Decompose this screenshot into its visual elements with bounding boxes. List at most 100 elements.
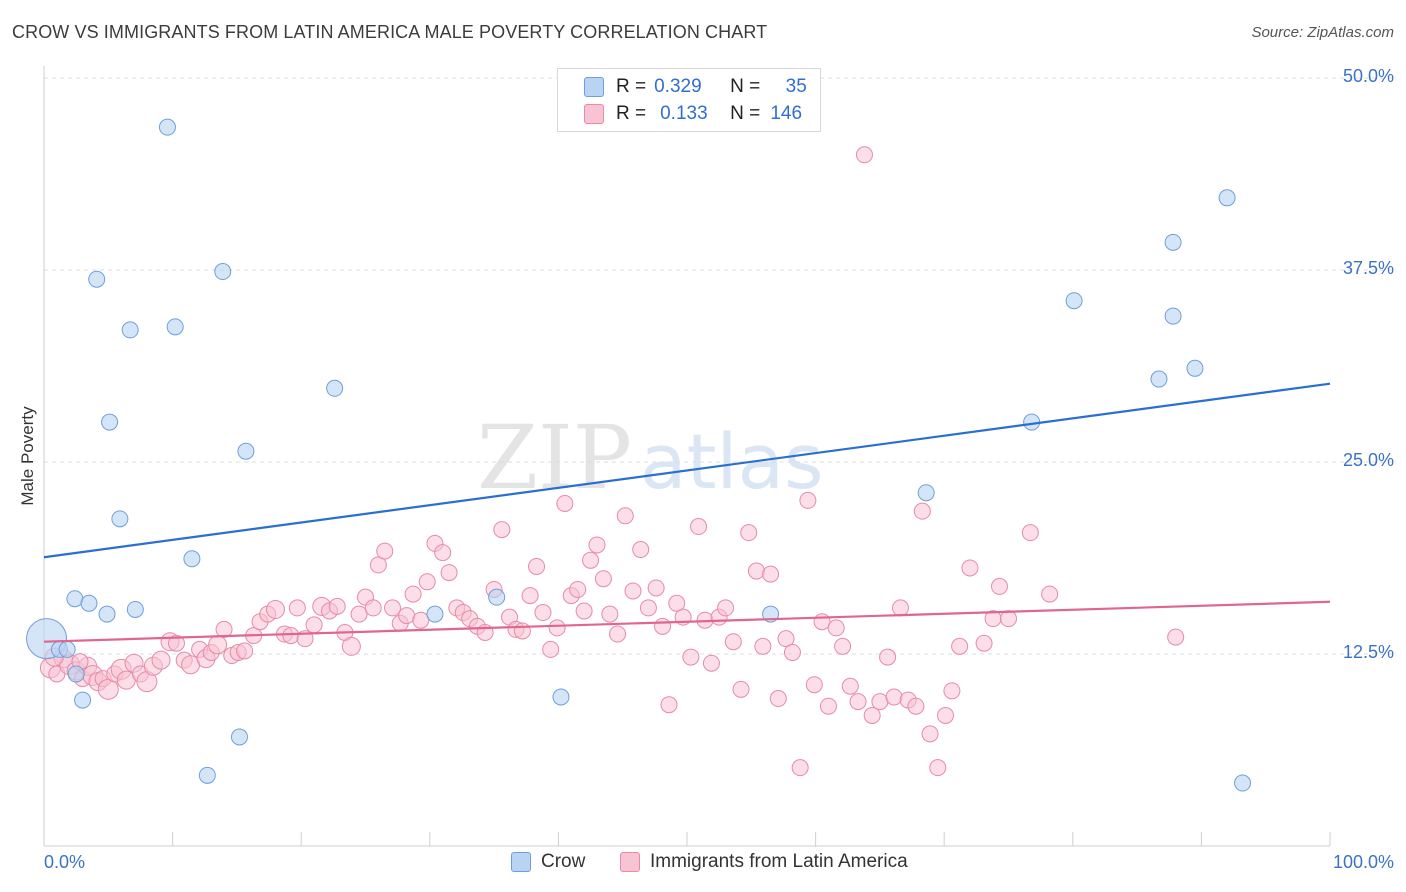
- y-tick-label: 12.5%: [1342, 642, 1394, 662]
- latin-america-point: [1041, 585, 1059, 603]
- stats-row-latin: R = 0.133 N = 146: [558, 101, 806, 127]
- latin-america-point: [702, 654, 720, 672]
- latin-america-point: [151, 650, 171, 670]
- latin-america-point: [398, 607, 416, 625]
- legend-item-crow[interactable]: Crow: [511, 851, 585, 873]
- crow-point: [101, 413, 119, 431]
- latin-america-point: [929, 759, 947, 777]
- latin-america-point: [616, 507, 634, 525]
- latin-america-point: [879, 648, 897, 666]
- latin-america-point: [624, 582, 642, 600]
- latin-america-point: [556, 494, 574, 512]
- latin-america-point: [1000, 610, 1017, 628]
- latin-america-point: [588, 536, 606, 554]
- latin-america-point: [791, 759, 809, 777]
- crow-point: [326, 379, 344, 397]
- latin-america-point: [513, 622, 531, 640]
- stats-legend: R = 0.329 N = 35 R = 0.133 N = 146: [557, 68, 821, 132]
- crow-point: [1186, 359, 1204, 377]
- y-tick-label: 25.0%: [1342, 450, 1394, 470]
- latin-america-point: [521, 587, 539, 605]
- crow-point: [1164, 233, 1182, 251]
- chart-source: Source: ZipAtlas.com: [1251, 24, 1394, 41]
- latin-america-point: [885, 688, 903, 706]
- latin-america-point: [913, 502, 931, 520]
- latin-america-point: [907, 697, 925, 715]
- crow-point: [1023, 413, 1041, 431]
- y-tick-label: 37.5%: [1342, 258, 1394, 278]
- latin-america-point: [951, 637, 969, 655]
- n-label: N =: [730, 103, 761, 124]
- latin-america-point: [265, 599, 285, 619]
- latin-america-point: [732, 680, 750, 698]
- latin-america-point: [841, 677, 859, 695]
- crow-point: [166, 318, 184, 336]
- latin-america-point: [384, 599, 402, 617]
- latin-america-point: [236, 642, 254, 660]
- stats-row-crow: R = 0.329 N = 35: [558, 74, 816, 100]
- crow-point: [74, 691, 92, 709]
- crow-point: [237, 442, 255, 460]
- n-label: N =: [730, 76, 761, 97]
- series-latin-america-points: [39, 146, 1185, 777]
- crow-point: [214, 263, 232, 281]
- latin-america-point: [601, 605, 619, 623]
- latin-america-point: [364, 599, 382, 617]
- latin-america-point: [412, 611, 430, 629]
- x-tick-label-max: 100.0%: [1332, 852, 1394, 872]
- crow-point: [121, 321, 139, 339]
- latin-america-point: [639, 599, 657, 617]
- latin-america-point: [647, 579, 665, 597]
- latin-america-point: [943, 682, 961, 700]
- crow-point: [111, 510, 129, 528]
- latin-america-point: [805, 676, 823, 694]
- latin-america-point: [493, 521, 511, 539]
- latin-america-point: [819, 697, 837, 715]
- bottom-legend: Crow Immigrants from Latin America: [0, 851, 1406, 879]
- latin-america-point: [167, 634, 185, 652]
- latin-america-point: [921, 725, 939, 743]
- legend-label-crow: Crow: [541, 851, 586, 872]
- latin-america-point: [654, 617, 672, 635]
- latin-america-point: [936, 706, 954, 724]
- latin-america-point: [740, 524, 758, 542]
- n-value: 35: [785, 76, 807, 97]
- crow-point: [158, 118, 176, 136]
- crow-point: [1218, 189, 1236, 207]
- crow-point: [1164, 307, 1182, 325]
- latin-america-point: [376, 542, 394, 560]
- crow-point: [126, 600, 144, 618]
- latin-america-point: [341, 636, 361, 656]
- legend-item-latin[interactable]: Immigrants from Latin America: [620, 851, 908, 873]
- latin-america-point: [288, 599, 306, 617]
- watermark-zip: ZIP: [477, 406, 632, 509]
- latin-america-point: [215, 620, 233, 638]
- latin-america-point: [632, 541, 650, 559]
- latin-america-point: [282, 627, 300, 645]
- latin-america-trend-line: [43, 600, 1331, 643]
- latin-america-point: [769, 690, 787, 708]
- latin-america-point: [660, 696, 678, 714]
- crow-point: [198, 766, 216, 784]
- crow-point: [80, 594, 98, 612]
- r-label: R =: [616, 76, 647, 97]
- latin-america-point: [682, 648, 700, 666]
- crow-point: [88, 270, 106, 288]
- latin-america-point: [434, 544, 452, 562]
- crow-point: [552, 688, 570, 706]
- crow-swatch-icon: [584, 77, 604, 97]
- latin-america-point: [208, 635, 228, 655]
- crow-point: [488, 588, 506, 606]
- latin-america-point: [827, 619, 845, 637]
- crow-swatch-icon: [511, 852, 531, 872]
- latin-america-point: [350, 605, 368, 623]
- latin-america-point: [668, 594, 686, 612]
- axes: [43, 66, 1331, 847]
- crow-trend-line: [43, 382, 1331, 559]
- latin-america-point: [717, 599, 735, 617]
- latin-america-point: [404, 585, 422, 603]
- series-crow-points: [26, 118, 1252, 792]
- latin-america-point: [1021, 524, 1039, 542]
- latin-america-point: [328, 597, 346, 615]
- trend-lines: [43, 382, 1331, 643]
